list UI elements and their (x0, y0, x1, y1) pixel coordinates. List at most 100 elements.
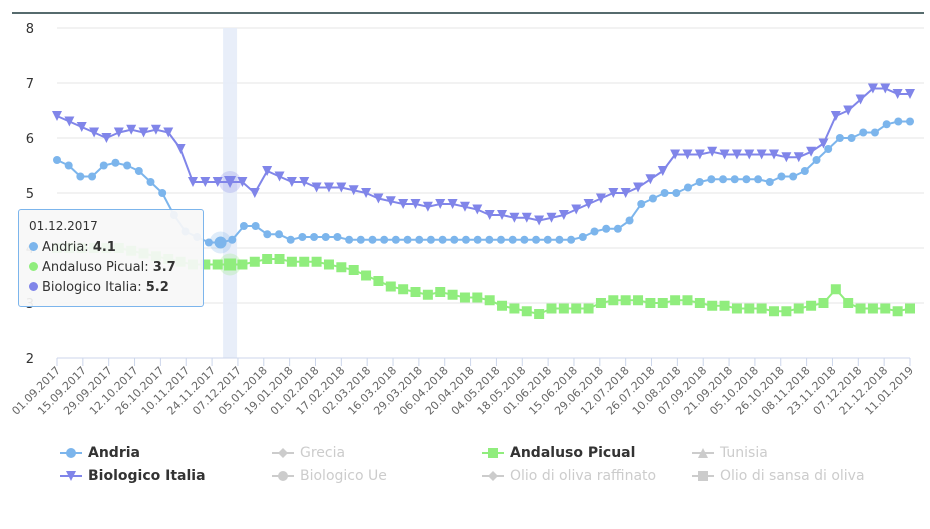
tooltip-label: Biologico Italia: (42, 280, 146, 295)
legend-label: Andria (88, 445, 140, 461)
andaluso-picual-point (422, 289, 433, 300)
chart-legend: Andria Grecia Andaluso Picual Tunisia Biolog… (0, 440, 930, 520)
andaluso-picual-point (855, 303, 866, 314)
andaluso-picual-point (769, 306, 780, 317)
x-axis-ticks: 01.09.201715.09.201729.09.201712.10.2017… (9, 358, 916, 418)
legend-item-olio-di-sansa-di-oliva[interactable]: Olio di sansa di oliva (692, 468, 865, 484)
andaluso-picual-point (670, 295, 681, 306)
series-biologico-italia (52, 83, 915, 226)
legend-item-tunisia[interactable]: Tunisia (692, 445, 768, 461)
y-tick-label: 8 (26, 22, 34, 37)
andria-point (204, 238, 213, 247)
legend-symbol-icon (60, 471, 82, 481)
biologico-italia-point (595, 193, 606, 204)
andria-point (532, 235, 541, 244)
andria-dot (29, 242, 38, 251)
andaluso-picual-point (546, 303, 557, 314)
tooltip-label: Andaluso Picual: (42, 260, 153, 275)
biologico-italia-point (571, 204, 582, 215)
andria-point (812, 156, 821, 164)
biologico-italia-point (472, 204, 483, 215)
andaluso-picual-point (793, 303, 804, 314)
tooltip: 01.12.2017 Andria: 4.1 Andaluso Picual: … (18, 209, 204, 307)
andria-point (777, 172, 786, 181)
andria-point (298, 233, 307, 241)
andaluso-picual-point (484, 295, 495, 306)
andria-point (461, 235, 470, 244)
biologico-italia-point (806, 146, 817, 157)
andria-point (99, 161, 108, 170)
biologico-italia-point (410, 199, 421, 209)
andria-point (497, 235, 506, 244)
biologico-italia-point (398, 199, 409, 209)
biologico-italia-dot (29, 282, 38, 291)
y-tick-label: 7 (26, 77, 34, 92)
andria-point (567, 235, 576, 244)
biologico-italia-point (311, 182, 322, 193)
andria-point (520, 235, 529, 244)
biologico-italia-point (731, 149, 742, 160)
biologico-italia-point (484, 210, 495, 220)
andaluso-picual-point (336, 262, 347, 273)
andria-point (275, 230, 284, 239)
andaluso-picual-point (867, 303, 878, 314)
andaluso-picual-point (385, 281, 396, 292)
legend-marker (698, 471, 708, 481)
tooltip-value: 4.1 (92, 240, 116, 255)
biologico-italia-point (719, 149, 730, 160)
legend-item-andria[interactable]: Andria (60, 445, 140, 461)
andaluso-picual-point (682, 295, 693, 306)
andaluso-picual-point (459, 292, 470, 303)
biologico-italia-point (249, 188, 260, 198)
legend-marker (488, 448, 498, 458)
andria-point (555, 235, 564, 244)
biologico-italia-point (620, 188, 631, 198)
andria-point (637, 200, 646, 208)
legend-symbol-icon (692, 448, 714, 458)
andria-point (111, 158, 120, 167)
legend-item-grecia[interactable]: Grecia (272, 445, 345, 461)
andria-point (882, 120, 891, 129)
andaluso-picual-point (497, 300, 508, 311)
biologico-italia-point (138, 127, 149, 138)
andaluso-picual-hover-point (224, 258, 237, 271)
andria-point (146, 178, 155, 186)
andria-point (239, 222, 248, 230)
biologico-italia-point (682, 149, 693, 160)
andaluso-picual-point (311, 256, 322, 267)
andria-point (473, 235, 482, 244)
legend-item-biologico-ue[interactable]: Biologico Ue (272, 468, 387, 484)
y-tick-label: 5 (26, 187, 34, 202)
andria-point (450, 235, 459, 244)
biologico-italia-point (422, 201, 433, 212)
legend-marker (488, 471, 498, 481)
andaluso-picual-point (892, 306, 903, 317)
legend-symbol-icon (692, 471, 714, 481)
legend-marker (278, 448, 288, 458)
tooltip-row-andria: Andria: 4.1 (29, 238, 193, 258)
andria-point (426, 235, 435, 244)
legend-item-biologico-italia[interactable]: Biologico Italia (60, 468, 206, 484)
biologico-italia-point (459, 201, 470, 212)
biologico-italia-point (150, 124, 161, 135)
andria-point (859, 128, 868, 137)
andria-point (660, 189, 669, 197)
andaluso-picual-point (719, 300, 730, 311)
y-axis-ticks: 2345678 (26, 22, 34, 367)
legend-item-andaluso-picual[interactable]: Andaluso Picual (482, 445, 635, 461)
andaluso-picual-point (509, 303, 520, 314)
legend-item-olio-di-oliva-raffinato[interactable]: Olio di oliva raffinato (482, 468, 656, 484)
andaluso-picual-point (361, 270, 372, 281)
andria-point (263, 230, 272, 239)
andria-point (730, 175, 739, 184)
legend-label: Grecia (300, 445, 346, 461)
biologico-italia-point (76, 122, 87, 132)
andria-point (310, 233, 319, 241)
tooltip-value: 3.7 (152, 260, 176, 275)
andria-point (134, 167, 143, 175)
andria-point (391, 235, 400, 244)
andaluso-picual-point (274, 254, 285, 264)
andaluso-picual-point (633, 295, 644, 306)
andaluso-picual-point (472, 292, 483, 303)
andaluso-picual-point (398, 284, 409, 295)
